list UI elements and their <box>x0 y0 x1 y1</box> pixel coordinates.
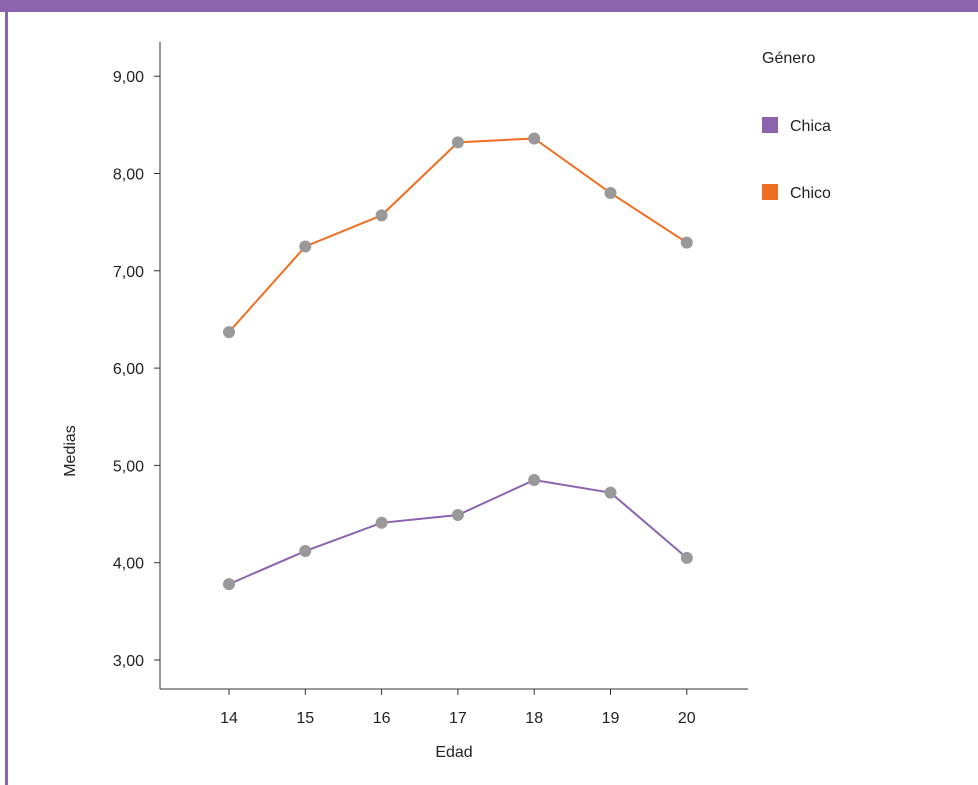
y-tick-label: 4,00 <box>113 556 144 573</box>
series-line <box>228 137 688 333</box>
legend-title: Género <box>762 50 815 67</box>
y-axis-ticks: 3,00 4,00 5,00 6,00 7,00 8,00 9,00 <box>113 69 160 670</box>
x-axis-title: Edad <box>435 744 472 761</box>
data-point <box>528 132 541 145</box>
y-axis-title: Medias <box>62 425 79 477</box>
data-point <box>375 209 388 222</box>
data-point <box>451 509 464 522</box>
axes <box>159 42 748 690</box>
y-tick-label: 8,00 <box>113 167 144 184</box>
x-tick-label: 18 <box>525 710 543 727</box>
x-axis-ticks: 14 15 16 17 18 19 20 <box>220 689 696 727</box>
y-tick-label: 3,00 <box>113 653 144 670</box>
legend-swatch <box>762 184 778 200</box>
legend: Género Chica Chico <box>762 50 831 202</box>
data-point <box>299 240 312 253</box>
left-border <box>5 12 8 785</box>
x-tick-label: 16 <box>373 710 391 727</box>
header-bar <box>0 0 978 12</box>
data-point <box>680 236 693 249</box>
data-point <box>528 473 541 486</box>
series-chico <box>223 132 693 339</box>
y-tick-label: 9,00 <box>113 69 144 86</box>
series-line <box>228 478 688 586</box>
data-point <box>451 136 464 149</box>
x-tick-label: 19 <box>602 710 620 727</box>
data-point <box>604 486 617 499</box>
legend-label: Chica <box>790 118 831 135</box>
data-point <box>375 516 388 529</box>
series-chica <box>223 473 693 591</box>
x-tick-label: 15 <box>296 710 314 727</box>
legend-label: Chico <box>790 185 831 202</box>
y-tick-label: 6,00 <box>113 361 144 378</box>
data-point <box>223 578 235 591</box>
data-point <box>299 545 312 558</box>
x-tick-label: 17 <box>449 710 467 727</box>
data-point <box>223 326 235 339</box>
x-tick-label: 14 <box>220 710 238 727</box>
series-layer <box>223 132 693 591</box>
y-tick-label: 5,00 <box>113 458 144 475</box>
y-tick-label: 7,00 <box>113 264 144 281</box>
legend-swatch <box>762 117 778 133</box>
data-point <box>604 186 617 199</box>
data-point <box>680 551 693 564</box>
x-tick-label: 20 <box>678 710 696 727</box>
